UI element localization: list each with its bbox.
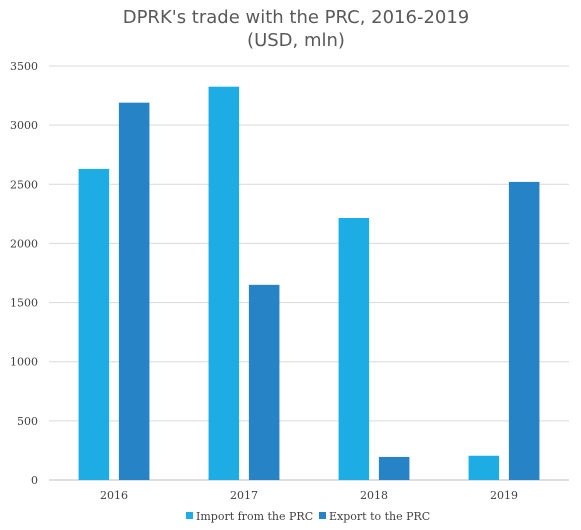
legend-label-import: Import from the PRC xyxy=(196,510,313,523)
bar-import-2019 xyxy=(468,455,500,480)
y-axis-ticks: 0 500 1000 1500 2000 2500 3000 3500 xyxy=(10,60,38,487)
y-tick-label: 2500 xyxy=(10,178,38,191)
y-tick-label: 0 xyxy=(31,474,38,487)
y-tick-label: 2000 xyxy=(10,237,38,250)
bar-export-2017 xyxy=(248,284,280,480)
x-tick-label: 2017 xyxy=(230,489,258,502)
chart-title: DPRK's trade with the PRC, 2016-2019 xyxy=(123,7,470,28)
bar-import-2016 xyxy=(78,168,110,480)
bars xyxy=(78,86,540,481)
bar-export-2016 xyxy=(118,102,150,481)
bar-import-2018 xyxy=(338,218,370,480)
bar-export-2019 xyxy=(508,181,540,481)
y-tick-label: 500 xyxy=(17,415,38,428)
y-tick-label: 3000 xyxy=(10,119,38,132)
x-tick-label: 2019 xyxy=(490,489,518,502)
x-axis-ticks: 2016 2017 2018 2019 xyxy=(100,489,518,502)
x-tick-label: 2018 xyxy=(360,489,388,502)
y-tick-label: 1000 xyxy=(10,356,38,369)
legend-swatch-import xyxy=(186,512,193,519)
y-tick-label: 3500 xyxy=(10,60,38,73)
y-tick-label: 1500 xyxy=(10,297,38,310)
chart-subtitle: (USD, mln) xyxy=(247,30,345,51)
bar-export-2018 xyxy=(378,456,410,480)
legend: Import from the PRC Export to the PRC xyxy=(186,510,430,523)
bar-import-2017 xyxy=(208,86,240,480)
legend-swatch-export xyxy=(319,512,326,519)
x-tick-label: 2016 xyxy=(100,489,128,502)
legend-label-export: Export to the PRC xyxy=(329,510,430,523)
